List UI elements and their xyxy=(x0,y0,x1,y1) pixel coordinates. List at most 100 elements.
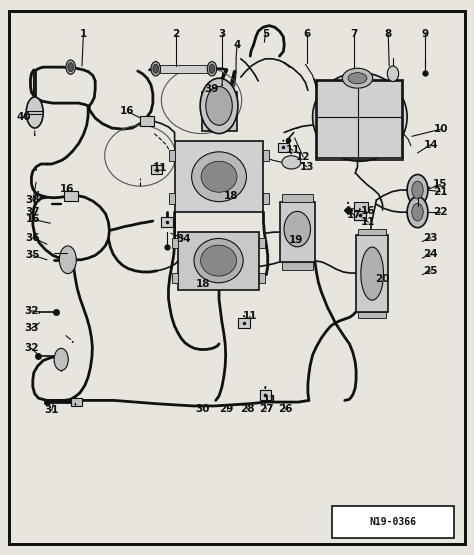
Text: 16: 16 xyxy=(60,184,74,194)
Ellipse shape xyxy=(66,60,75,74)
Text: 21: 21 xyxy=(433,186,447,196)
Bar xyxy=(354,211,365,220)
Text: 26: 26 xyxy=(278,404,292,414)
Ellipse shape xyxy=(387,66,399,82)
Text: 18: 18 xyxy=(196,279,210,289)
Text: 39: 39 xyxy=(204,84,218,94)
Ellipse shape xyxy=(209,64,215,73)
Text: 40: 40 xyxy=(16,112,31,122)
Text: 3: 3 xyxy=(218,29,226,39)
Text: 10: 10 xyxy=(434,124,448,134)
Text: 38: 38 xyxy=(26,195,40,205)
Ellipse shape xyxy=(151,62,160,76)
Bar xyxy=(331,506,455,538)
Text: 1: 1 xyxy=(80,29,87,39)
Bar xyxy=(282,262,313,270)
Text: 16: 16 xyxy=(26,214,40,224)
Bar xyxy=(264,193,269,204)
Text: 11: 11 xyxy=(153,163,168,173)
Text: 32: 32 xyxy=(24,344,39,354)
Ellipse shape xyxy=(342,68,373,88)
Text: 13: 13 xyxy=(300,162,314,172)
Text: 31: 31 xyxy=(45,405,59,415)
Bar xyxy=(238,318,250,327)
Ellipse shape xyxy=(207,62,217,76)
Bar xyxy=(140,117,155,127)
Ellipse shape xyxy=(348,73,367,84)
Ellipse shape xyxy=(194,239,243,282)
Bar xyxy=(151,165,162,174)
Text: 19: 19 xyxy=(289,235,303,245)
Ellipse shape xyxy=(153,64,158,73)
Bar xyxy=(264,150,269,161)
Text: 14: 14 xyxy=(423,140,438,150)
Bar xyxy=(317,80,403,160)
Ellipse shape xyxy=(201,162,237,192)
Text: N19-0366: N19-0366 xyxy=(369,517,417,527)
Text: 16: 16 xyxy=(361,206,375,216)
Bar xyxy=(259,273,265,283)
Text: 29: 29 xyxy=(219,404,234,414)
Text: 11: 11 xyxy=(285,145,300,155)
Ellipse shape xyxy=(200,78,238,134)
Text: 2: 2 xyxy=(172,29,179,39)
Text: 30: 30 xyxy=(196,404,210,414)
Text: 16: 16 xyxy=(120,107,135,117)
Ellipse shape xyxy=(284,211,310,247)
Bar xyxy=(71,397,82,406)
Bar xyxy=(356,235,388,312)
Bar xyxy=(178,231,259,290)
Text: 35: 35 xyxy=(26,250,40,260)
Bar xyxy=(260,390,271,400)
Text: 9: 9 xyxy=(421,29,428,39)
Text: 20: 20 xyxy=(375,274,390,284)
Bar xyxy=(161,218,173,227)
Text: 11: 11 xyxy=(243,311,257,321)
Bar xyxy=(318,81,402,159)
Text: 4: 4 xyxy=(233,40,241,50)
Bar xyxy=(282,194,313,202)
Text: 28: 28 xyxy=(240,404,255,414)
Ellipse shape xyxy=(54,349,68,371)
Text: 33: 33 xyxy=(24,324,39,334)
Ellipse shape xyxy=(59,246,76,274)
Text: 15: 15 xyxy=(433,179,447,189)
Bar xyxy=(259,238,265,248)
Ellipse shape xyxy=(201,245,237,276)
Bar xyxy=(169,193,174,204)
Text: 11: 11 xyxy=(263,395,277,405)
Text: 12: 12 xyxy=(296,152,310,162)
Text: 24: 24 xyxy=(423,249,438,259)
Bar xyxy=(354,211,365,220)
Ellipse shape xyxy=(407,196,428,228)
Bar xyxy=(64,190,78,200)
Text: 36: 36 xyxy=(26,233,40,243)
Ellipse shape xyxy=(412,181,423,199)
Text: 34: 34 xyxy=(177,234,191,244)
Ellipse shape xyxy=(361,247,383,300)
Bar xyxy=(160,65,211,73)
Bar xyxy=(172,238,178,248)
Bar xyxy=(278,143,289,152)
Ellipse shape xyxy=(191,152,246,201)
Text: 8: 8 xyxy=(384,29,392,39)
Ellipse shape xyxy=(282,156,301,169)
Text: 7: 7 xyxy=(350,29,358,39)
Ellipse shape xyxy=(313,73,407,162)
Bar xyxy=(174,142,264,212)
Bar xyxy=(358,229,386,235)
Text: 23: 23 xyxy=(424,233,438,243)
Text: 17: 17 xyxy=(347,210,362,220)
Ellipse shape xyxy=(26,97,43,128)
Bar xyxy=(354,201,368,211)
Ellipse shape xyxy=(68,63,73,72)
Bar xyxy=(280,202,315,262)
Ellipse shape xyxy=(206,87,232,125)
Text: 27: 27 xyxy=(259,404,273,414)
Ellipse shape xyxy=(412,203,423,221)
Text: 37: 37 xyxy=(26,207,40,217)
Bar xyxy=(260,390,271,400)
Bar xyxy=(169,150,174,161)
Text: 11: 11 xyxy=(361,217,375,227)
Text: 25: 25 xyxy=(424,266,438,276)
